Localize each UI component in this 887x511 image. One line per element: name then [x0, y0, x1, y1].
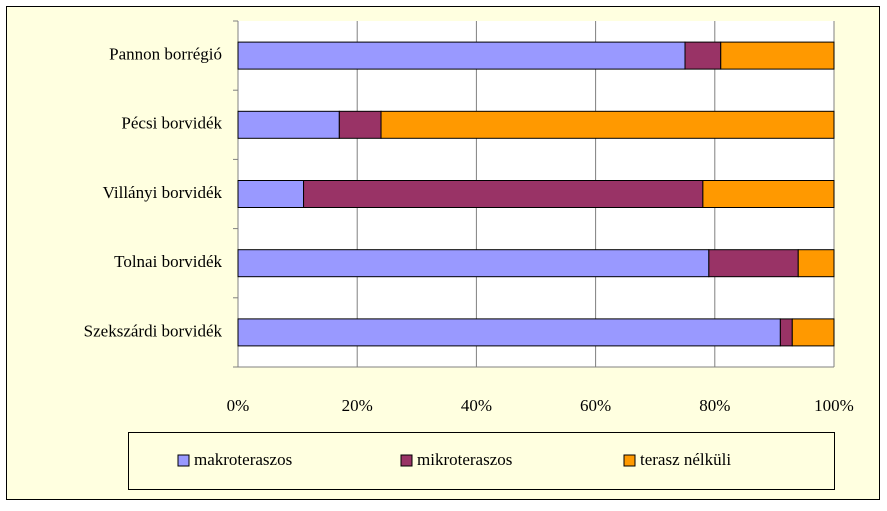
legend-swatch: [623, 454, 636, 467]
legend-swatch: [177, 454, 190, 467]
bar-segment: [720, 41, 835, 70]
bar-segment: [708, 249, 799, 278]
x-tick-label: 60%: [580, 396, 611, 415]
bar-segment: [237, 180, 305, 208]
x-tick-label: 80%: [699, 396, 730, 415]
x-tick-label: 20%: [342, 396, 373, 415]
y-tick-label: Szekszárdi borvidék: [84, 321, 223, 340]
x-tick-label: 0%: [227, 396, 250, 415]
bar-segment: [303, 180, 704, 208]
bar-segment: [702, 180, 835, 208]
legend-label: terasz nélküli: [640, 450, 731, 469]
bar-segment: [791, 318, 835, 347]
bar-segment: [684, 41, 722, 70]
bar-segment: [237, 318, 781, 347]
bar-segment: [237, 41, 686, 70]
bar-segment: [797, 249, 835, 278]
bar-segment: [237, 110, 340, 139]
bar-segment: [380, 110, 835, 139]
y-tick-label: Pécsi borvidék: [121, 114, 222, 133]
y-tick-label: Pannon borrégió: [109, 45, 222, 64]
x-tick-label: 100%: [814, 396, 854, 415]
bar-segment: [779, 318, 793, 347]
legend-swatch: [400, 454, 413, 467]
bar-segment: [338, 110, 382, 139]
legend-label: makroteraszos: [194, 450, 292, 469]
y-tick-label: Villányi borvidék: [103, 183, 223, 202]
bar-segment: [237, 249, 710, 278]
y-tick-label: Tolnai borvidék: [114, 252, 222, 271]
legend-box: [128, 432, 835, 490]
x-tick-label: 40%: [461, 396, 492, 415]
legend-label: mikroteraszos: [417, 450, 512, 469]
